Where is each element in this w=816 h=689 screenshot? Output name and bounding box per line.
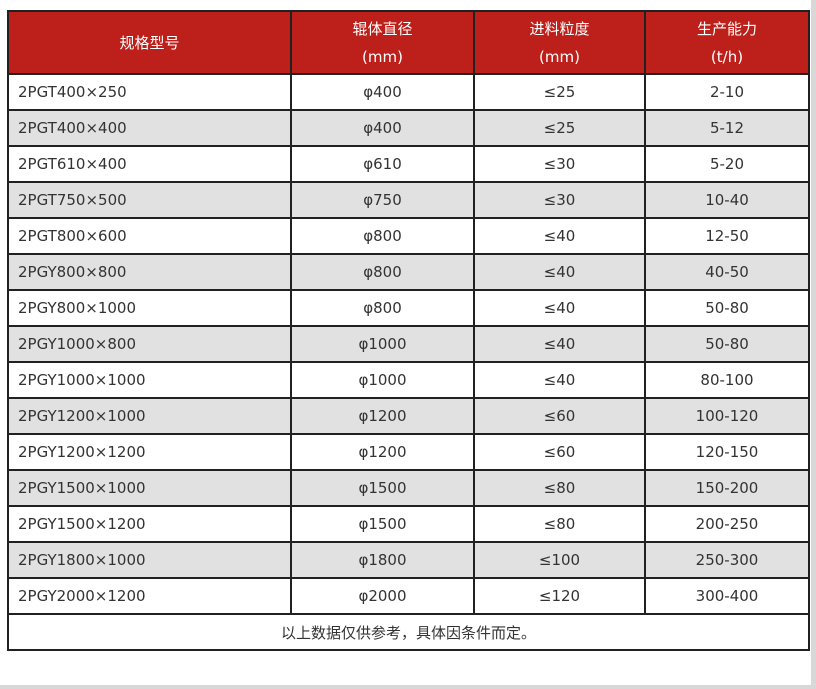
table-row: 2PGT610×400 φ610 ≤30 5-20 (7, 145, 810, 183)
table-row: 2PGT400×400 φ400 ≤25 5-12 (7, 109, 810, 147)
table-row: 2PGY1000×800 φ1000 ≤40 50-80 (7, 325, 810, 363)
header-cell-model: 规格型号 (7, 10, 292, 75)
cell-feed-size: ≤120 (473, 577, 646, 615)
cell-roller-diameter: φ400 (290, 109, 475, 147)
cell-capacity: 150-200 (644, 469, 810, 507)
table-row: 2PGY800×1000 φ800 ≤40 50-80 (7, 289, 810, 327)
cell-model: 2PGY1200×1000 (7, 397, 292, 435)
header-unit-roller-diameter: (mm) (362, 47, 403, 66)
header-row: 规格型号 辊体直径 (mm) 进料粒度 (mm) 生产能力 (t/h) (7, 10, 810, 75)
cell-capacity: 120-150 (644, 433, 810, 471)
cell-roller-diameter: φ800 (290, 253, 475, 291)
cell-model: 2PGT610×400 (7, 145, 292, 183)
page-edge-shadow-bottom (0, 685, 816, 689)
cell-feed-size: ≤40 (473, 253, 646, 291)
cell-capacity: 80-100 (644, 361, 810, 399)
cell-model: 2PGY1500×1200 (7, 505, 292, 543)
cell-capacity: 40-50 (644, 253, 810, 291)
cell-feed-size: ≤60 (473, 397, 646, 435)
cell-model: 2PGY1000×1000 (7, 361, 292, 399)
cell-model: 2PGY2000×1200 (7, 577, 292, 615)
cell-capacity: 10-40 (644, 181, 810, 219)
cell-roller-diameter: φ1500 (290, 469, 475, 507)
cell-capacity: 12-50 (644, 217, 810, 255)
cell-feed-size: ≤40 (473, 325, 646, 363)
cell-model: 2PGY1500×1000 (7, 469, 292, 507)
cell-capacity: 2-10 (644, 73, 810, 111)
cell-model: 2PGT750×500 (7, 181, 292, 219)
table-row: 2PGT400×250 φ400 ≤25 2-10 (7, 73, 810, 111)
cell-feed-size: ≤25 (473, 73, 646, 111)
table-row: 2PGY1800×1000 φ1800 ≤100 250-300 (7, 541, 810, 579)
cell-roller-diameter: φ400 (290, 73, 475, 111)
cell-roller-diameter: φ1500 (290, 505, 475, 543)
cell-model: 2PGT800×600 (7, 217, 292, 255)
cell-capacity: 50-80 (644, 289, 810, 327)
header-cell-feed-size: 进料粒度 (mm) (473, 10, 646, 75)
header-unit-feed-size: (mm) (539, 47, 580, 66)
table-row: 2PGY1000×1000 φ1000 ≤40 80-100 (7, 361, 810, 399)
spec-table-footer: 以上数据仅供参考，具体因条件而定。 (7, 613, 810, 651)
cell-capacity: 200-250 (644, 505, 810, 543)
cell-model: 2PGY1200×1200 (7, 433, 292, 471)
table-row: 2PGY1500×1200 φ1500 ≤80 200-250 (7, 505, 810, 543)
cell-roller-diameter: φ800 (290, 289, 475, 327)
cell-capacity: 5-20 (644, 145, 810, 183)
spec-table: 规格型号 辊体直径 (mm) 进料粒度 (mm) 生产能力 (t/h) 2PGT… (7, 10, 810, 651)
cell-roller-diameter: φ1200 (290, 397, 475, 435)
cell-feed-size: ≤80 (473, 469, 646, 507)
cell-roller-diameter: φ800 (290, 217, 475, 255)
header-label-feed-size: 进料粒度 (529, 19, 590, 38)
header-label-roller-diameter: 辊体直径 (352, 19, 413, 38)
cell-capacity: 5-12 (644, 109, 810, 147)
cell-feed-size: ≤30 (473, 181, 646, 219)
cell-roller-diameter: φ1000 (290, 325, 475, 363)
cell-model: 2PGT400×250 (7, 73, 292, 111)
cell-feed-size: ≤40 (473, 361, 646, 399)
cell-model: 2PGY1800×1000 (7, 541, 292, 579)
cell-roller-diameter: φ1200 (290, 433, 475, 471)
footer-note: 以上数据仅供参考，具体因条件而定。 (7, 613, 810, 651)
spec-table-body: 2PGT400×250 φ400 ≤25 2-10 2PGT400×400 φ400 ≤25… (7, 73, 810, 615)
header-unit-capacity: (t/h) (710, 47, 744, 66)
cell-roller-diameter: φ2000 (290, 577, 475, 615)
cell-model: 2PGY800×800 (7, 253, 292, 291)
header-cell-roller-diameter: 辊体直径 (mm) (290, 10, 475, 75)
table-row: 2PGY1200×1000 φ1200 ≤60 100-120 (7, 397, 810, 435)
cell-feed-size: ≤100 (473, 541, 646, 579)
cell-roller-diameter: φ1800 (290, 541, 475, 579)
table-row: 2PGY2000×1200 φ2000 ≤120 300-400 (7, 577, 810, 615)
cell-feed-size: ≤40 (473, 217, 646, 255)
cell-roller-diameter: φ750 (290, 181, 475, 219)
header-cell-capacity: 生产能力 (t/h) (644, 10, 810, 75)
table-row: 2PGY1500×1000 φ1500 ≤80 150-200 (7, 469, 810, 507)
cell-feed-size: ≤80 (473, 505, 646, 543)
table-row: 2PGT800×600 φ800 ≤40 12-50 (7, 217, 810, 255)
header-label-capacity: 生产能力 (696, 19, 757, 38)
cell-roller-diameter: φ610 (290, 145, 475, 183)
cell-model: 2PGY1000×800 (7, 325, 292, 363)
cell-model: 2PGY800×1000 (7, 289, 292, 327)
cell-feed-size: ≤25 (473, 109, 646, 147)
cell-model: 2PGT400×400 (7, 109, 292, 147)
cell-feed-size: ≤60 (473, 433, 646, 471)
page-edge-shadow-right (811, 0, 816, 689)
cell-capacity: 100-120 (644, 397, 810, 435)
table-row: 2PGY800×800 φ800 ≤40 40-50 (7, 253, 810, 291)
table-row: 2PGT750×500 φ750 ≤30 10-40 (7, 181, 810, 219)
spec-table-header: 规格型号 辊体直径 (mm) 进料粒度 (mm) 生产能力 (t/h) (7, 10, 810, 75)
cell-roller-diameter: φ1000 (290, 361, 475, 399)
cell-capacity: 50-80 (644, 325, 810, 363)
header-label-model: 规格型号 (119, 33, 180, 52)
cell-feed-size: ≤40 (473, 289, 646, 327)
cell-feed-size: ≤30 (473, 145, 646, 183)
table-row: 2PGY1200×1200 φ1200 ≤60 120-150 (7, 433, 810, 471)
cell-capacity: 300-400 (644, 577, 810, 615)
footer-row: 以上数据仅供参考，具体因条件而定。 (7, 613, 810, 651)
cell-capacity: 250-300 (644, 541, 810, 579)
